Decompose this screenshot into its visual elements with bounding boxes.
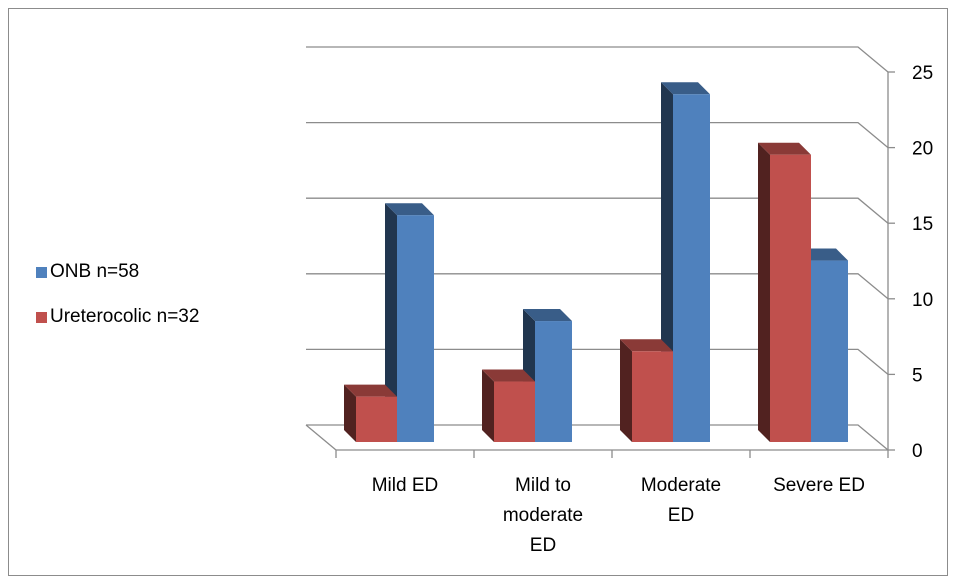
bar-onb-0 (385, 203, 434, 442)
bar-onb-3-front (811, 260, 848, 442)
bar-ureterocolic-3-top (758, 142, 811, 155)
bar-onb-0-front (397, 215, 434, 442)
bar-ureterocolic-2-front (632, 351, 673, 442)
y-tick-label-4: 20 (912, 139, 933, 160)
x-tick-label-0: Mild ED (372, 475, 439, 496)
bar-ureterocolic-3-front (770, 154, 811, 442)
y-tick-label-3: 15 (912, 214, 933, 235)
bar-ureterocolic-0-side (344, 384, 356, 442)
x-tick-label-3: Severe ED (773, 475, 865, 496)
gridline-5 (306, 46, 889, 73)
bar-onb-2-front (673, 94, 710, 443)
bar-onb-0-side (385, 203, 397, 442)
gridline-4 (306, 121, 889, 149)
y-tick-label-1: 5 (912, 365, 923, 386)
bar-ureterocolic-1-top (482, 369, 535, 382)
legend-label-ureterocolic: Ureterocolic n=32 (50, 306, 200, 327)
x-tick-label-2: Moderate ED (641, 475, 721, 526)
bar-ureterocolic-0-front (356, 396, 397, 442)
bar-ureterocolic-2-top (620, 339, 673, 352)
y-tick-label-5: 25 (912, 63, 933, 84)
gridline-3 (306, 197, 889, 224)
bar-onb-0-top (385, 203, 434, 216)
bar-ureterocolic-2-side (620, 339, 632, 442)
bar-ureterocolic-1-side (482, 369, 494, 442)
legend: ONB n=58 Ureterocolic n=32 (36, 261, 200, 352)
gridline-1 (306, 348, 889, 375)
bar-ureterocolic-3 (758, 142, 811, 442)
bar-ureterocolic-2 (620, 339, 673, 442)
gridline-2 (306, 273, 889, 300)
bar-ureterocolic-1 (482, 369, 535, 442)
bar-ureterocolic-3-side (758, 142, 770, 442)
y-tick-label-0: 0 (912, 441, 923, 462)
y-tick-label-2: 10 (912, 290, 933, 311)
legend-item-onb: ONB n=58 (36, 261, 199, 282)
x-axis-depth-line (305, 424, 337, 451)
legend-swatch-onb (36, 266, 47, 278)
x-tick-label-1: Mild to moderate ED (503, 475, 583, 556)
bar-onb-2-top (661, 82, 710, 95)
legend-swatch-ureterocolic (36, 311, 47, 323)
bar-onb-1-top (523, 309, 572, 322)
bar-ureterocolic-0-top (344, 384, 397, 397)
bar-onb-1-front (535, 321, 572, 442)
bar-ureterocolic-0 (344, 384, 397, 442)
legend-item-ureterocolic: Ureterocolic n=32 (36, 306, 200, 327)
legend-label-onb: ONB n=58 (50, 261, 140, 282)
bar-onb-3-top (799, 248, 848, 261)
bar-ureterocolic-1-front (494, 381, 535, 442)
